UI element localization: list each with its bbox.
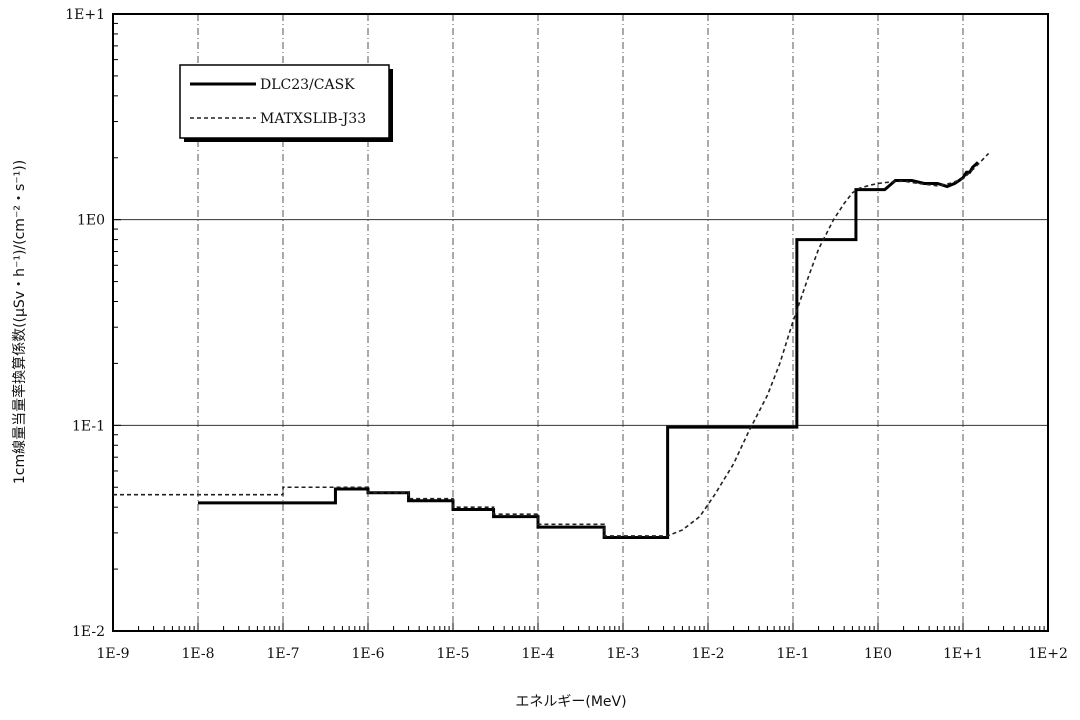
x-tick-label: 1E-7: [266, 646, 299, 662]
x-tick-label: 1E-5: [436, 646, 469, 662]
series-line-matxslib: [113, 152, 990, 537]
y-tick-label: 1E-1: [72, 418, 105, 434]
x-tick-label: 1E-1: [776, 646, 809, 662]
y-tick-label: 1E-2: [72, 624, 105, 640]
x-tick-label: 1E-8: [181, 646, 214, 662]
y-tick-label: 1E0: [77, 213, 105, 229]
plot-area: [112, 13, 1049, 632]
tick-labels: 1E-9 1E-8 1E-7 1E-6 1E-5 1E-4 1E-3 1E-2 1E-1 1E0 1…: [65, 7, 1068, 662]
series-line-dlc23: [198, 161, 979, 539]
x-tick-label: 1E+2: [1028, 646, 1068, 662]
x-tick-label: 1E-9: [96, 646, 129, 662]
series-lines: [113, 152, 990, 539]
x-tick-label: 1E+1: [943, 646, 983, 662]
y-tick-label: 1E+1: [65, 7, 105, 23]
x-tick-label: 1E-3: [606, 646, 639, 662]
x-tick-label: 1E-4: [521, 646, 554, 662]
y-axis-label: 1cm線量当量率換算係数((μSv・h⁻¹)/(cm⁻²・s⁻¹)): [11, 160, 28, 484]
legend-label-matxslib: MATXSLIB-J33: [260, 111, 366, 127]
x-tick-label: 1E0: [864, 646, 892, 662]
legend-label-dlc23: DLC23/CASK: [260, 77, 355, 93]
x-tick-label: 1E-2: [691, 646, 724, 662]
x-tick-label: 1E-6: [351, 646, 384, 662]
legend: DLC23/CASK MATXSLIB-J33: [179, 64, 393, 142]
axis-ticks: [112, 22, 1045, 632]
x-axis-label: エネルギー(MeV): [515, 694, 626, 710]
legend-box: [179, 64, 390, 139]
